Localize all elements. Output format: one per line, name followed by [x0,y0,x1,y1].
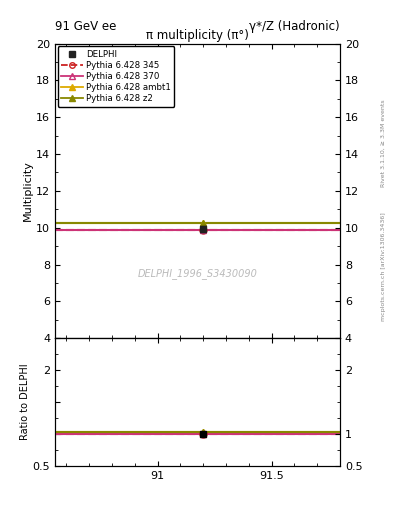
Text: 91 GeV ee: 91 GeV ee [55,20,116,33]
Y-axis label: Multiplicity: Multiplicity [23,160,33,221]
Text: Rivet 3.1.10, ≥ 3.3M events: Rivet 3.1.10, ≥ 3.3M events [381,99,386,187]
Text: γ*/Z (Hadronic): γ*/Z (Hadronic) [249,20,340,33]
Text: DELPHI_1996_S3430090: DELPHI_1996_S3430090 [138,268,257,279]
Text: mcplots.cern.ch [arXiv:1306.3436]: mcplots.cern.ch [arXiv:1306.3436] [381,212,386,321]
Y-axis label: Ratio to DELPHI: Ratio to DELPHI [20,364,30,440]
Text: π multiplicity (π°): π multiplicity (π°) [146,29,249,42]
Legend: DELPHI, Pythia 6.428 345, Pythia 6.428 370, Pythia 6.428 ambt1, Pythia 6.428 z2: DELPHI, Pythia 6.428 345, Pythia 6.428 3… [58,46,174,106]
